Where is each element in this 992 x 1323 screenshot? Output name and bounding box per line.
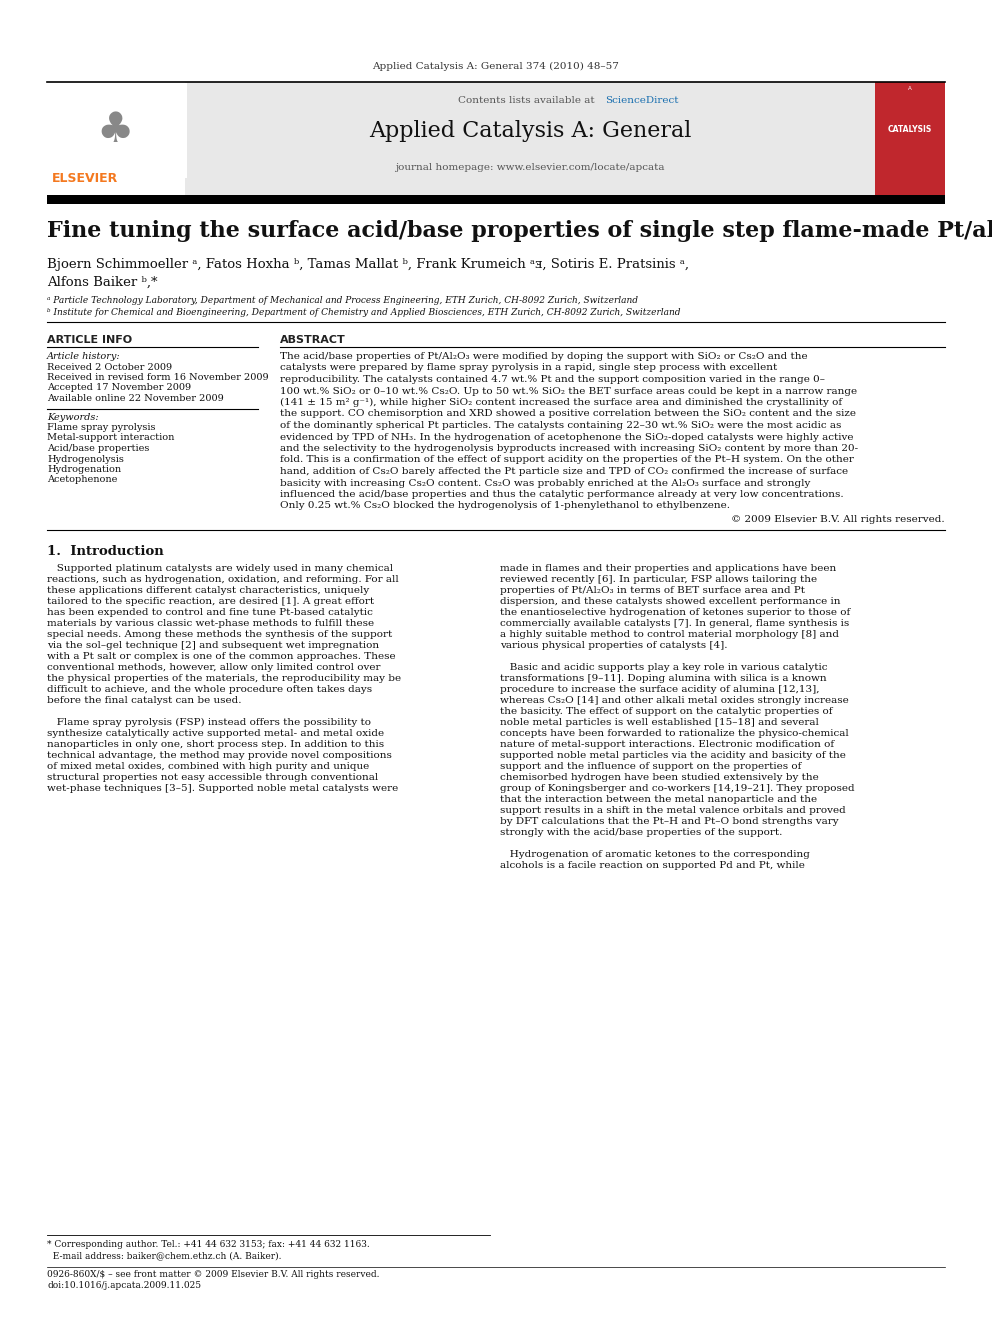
Text: various physical properties of catalysts [4].: various physical properties of catalysts… (500, 642, 727, 650)
Text: 0926-860X/$ – see front matter © 2009 Elsevier B.V. All rights reserved.: 0926-860X/$ – see front matter © 2009 El… (47, 1270, 380, 1279)
Text: dispersion, and these catalysts showed excellent performance in: dispersion, and these catalysts showed e… (500, 597, 840, 606)
Text: made in flames and their properties and applications have been: made in flames and their properties and … (500, 564, 836, 573)
Text: synthesize catalytically active supported metal- and metal oxide: synthesize catalytically active supporte… (47, 729, 384, 738)
Text: difficult to achieve, and the whole procedure often takes days: difficult to achieve, and the whole proc… (47, 685, 372, 695)
Text: basicity with increasing Cs₂O content. Cs₂O was probably enriched at the Al₂O₃ s: basicity with increasing Cs₂O content. C… (280, 479, 810, 487)
Text: tailored to the specific reaction, are desired [1]. A great effort: tailored to the specific reaction, are d… (47, 597, 374, 606)
Text: * Corresponding author. Tel.: +41 44 632 3153; fax: +41 44 632 1163.: * Corresponding author. Tel.: +41 44 632… (47, 1240, 370, 1249)
Text: Applied Catalysis A: General 374 (2010) 48–57: Applied Catalysis A: General 374 (2010) … (373, 62, 619, 71)
Text: commercially available catalysts [7]. In general, flame synthesis is: commercially available catalysts [7]. In… (500, 619, 849, 628)
Text: ᵃ Particle Technology Laboratory, Department of Mechanical and Process Engineeri: ᵃ Particle Technology Laboratory, Depart… (47, 296, 638, 306)
Text: before the final catalyst can be used.: before the final catalyst can be used. (47, 696, 241, 705)
Bar (47, 194, 945, 204)
Text: journal homepage: www.elsevier.com/locate/apcata: journal homepage: www.elsevier.com/locat… (395, 163, 665, 172)
Text: support results in a shift in the metal valence orbitals and proved: support results in a shift in the metal … (500, 806, 846, 815)
Text: Flame spray pyrolysis: Flame spray pyrolysis (47, 423, 156, 433)
Text: ELSEVIER: ELSEVIER (52, 172, 118, 185)
Text: nature of metal-support interactions. Electronic modification of: nature of metal-support interactions. El… (500, 740, 834, 749)
Text: the enantioselective hydrogenation of ketones superior to those of: the enantioselective hydrogenation of ke… (500, 609, 850, 617)
Text: conventional methods, however, allow only limited control over: conventional methods, however, allow onl… (47, 663, 381, 672)
Text: The acid/base properties of Pt/Al₂O₃ were modified by doping the support with Si: The acid/base properties of Pt/Al₂O₃ wer… (280, 352, 807, 361)
Text: CATALYSIS: CATALYSIS (888, 126, 932, 135)
Bar (875, 82, 945, 194)
Text: the physical properties of the materials, the reproducibility may be: the physical properties of the materials… (47, 673, 401, 683)
Text: transformations [9–11]. Doping alumina with silica is a known: transformations [9–11]. Doping alumina w… (500, 673, 826, 683)
Text: E-mail address: baiker@chem.ethz.ch (A. Baiker).: E-mail address: baiker@chem.ethz.ch (A. … (47, 1252, 282, 1259)
Text: Metal-support interaction: Metal-support interaction (47, 434, 175, 442)
Text: Keywords:: Keywords: (47, 413, 98, 422)
Text: Supported platinum catalysts are widely used in many chemical: Supported platinum catalysts are widely … (47, 564, 393, 573)
Text: reviewed recently [6]. In particular, FSP allows tailoring the: reviewed recently [6]. In particular, FS… (500, 576, 817, 583)
Text: group of Koningsberger and co-workers [14,19–21]. They proposed: group of Koningsberger and co-workers [1… (500, 785, 855, 792)
Text: Article history:: Article history: (47, 352, 121, 361)
Text: special needs. Among these methods the synthesis of the support: special needs. Among these methods the s… (47, 630, 392, 639)
Text: of mixed metal oxides, combined with high purity and unique: of mixed metal oxides, combined with hig… (47, 762, 369, 771)
Text: Flame spray pyrolysis (FSP) instead offers the possibility to: Flame spray pyrolysis (FSP) instead offe… (47, 718, 371, 728)
Text: Contents lists available at: Contents lists available at (458, 97, 601, 105)
Text: Acetophenone: Acetophenone (47, 475, 117, 484)
Text: nanoparticles in only one, short process step. In addition to this: nanoparticles in only one, short process… (47, 740, 384, 749)
Text: 1.  Introduction: 1. Introduction (47, 545, 164, 558)
Text: Hydrogenolysis: Hydrogenolysis (47, 455, 124, 463)
Text: of the dominantly spherical Pt particles. The catalysts containing 22–30 wt.% Si: of the dominantly spherical Pt particles… (280, 421, 841, 430)
Text: fold. This is a confirmation of the effect of support acidity on the properties : fold. This is a confirmation of the effe… (280, 455, 854, 464)
Text: influenced the acid/base properties and thus the catalytic performance already a: influenced the acid/base properties and … (280, 490, 843, 499)
Text: procedure to increase the surface acidity of alumina [12,13],: procedure to increase the surface acidit… (500, 685, 819, 695)
Text: ScienceDirect: ScienceDirect (605, 97, 679, 105)
Text: chemisorbed hydrogen have been studied extensively by the: chemisorbed hydrogen have been studied e… (500, 773, 818, 782)
Text: Bjoern Schimmoeller ᵃ, Fatos Hoxha ᵇ, Tamas Mallat ᵇ, Frank Krumeich ᵃⱻ, Sotiris: Bjoern Schimmoeller ᵃ, Fatos Hoxha ᵇ, Ta… (47, 258, 689, 271)
Text: ABSTRACT: ABSTRACT (280, 335, 346, 345)
Bar (47, 83, 187, 179)
Bar (185, 82, 875, 194)
Text: via the sol–gel technique [2] and subsequent wet impregnation: via the sol–gel technique [2] and subseq… (47, 642, 379, 650)
Text: ARTICLE INFO: ARTICLE INFO (47, 335, 132, 345)
Text: ♣: ♣ (96, 108, 134, 151)
Text: Hydrogenation of aromatic ketones to the corresponding: Hydrogenation of aromatic ketones to the… (500, 849, 809, 859)
Text: Received 2 October 2009: Received 2 October 2009 (47, 363, 173, 372)
Text: technical advantage, the method may provide novel compositions: technical advantage, the method may prov… (47, 751, 392, 759)
Text: wet-phase techniques [3–5]. Supported noble metal catalysts were: wet-phase techniques [3–5]. Supported no… (47, 785, 398, 792)
Text: Accepted 17 November 2009: Accepted 17 November 2009 (47, 384, 191, 393)
Text: 100 wt.% SiO₂ or 0–10 wt.% Cs₂O. Up to 50 wt.% SiO₂ the BET surface areas could : 100 wt.% SiO₂ or 0–10 wt.% Cs₂O. Up to 5… (280, 386, 857, 396)
Text: Hydrogenation: Hydrogenation (47, 464, 121, 474)
Text: with a Pt salt or complex is one of the common approaches. These: with a Pt salt or complex is one of the … (47, 652, 396, 662)
Text: Received in revised form 16 November 2009: Received in revised form 16 November 200… (47, 373, 269, 382)
Text: strongly with the acid/base properties of the support.: strongly with the acid/base properties o… (500, 828, 783, 837)
Text: support and the influence of support on the properties of: support and the influence of support on … (500, 762, 802, 771)
Text: materials by various classic wet-phase methods to fulfill these: materials by various classic wet-phase m… (47, 619, 374, 628)
Text: properties of Pt/Al₂O₃ in terms of BET surface area and Pt: properties of Pt/Al₂O₃ in terms of BET s… (500, 586, 805, 595)
Text: Only 0.25 wt.% Cs₂O blocked the hydrogenolysis of 1-phenylethanol to ethylbenzen: Only 0.25 wt.% Cs₂O blocked the hydrogen… (280, 501, 730, 511)
Text: Basic and acidic supports play a key role in various catalytic: Basic and acidic supports play a key rol… (500, 663, 827, 672)
Text: and the selectivity to the hydrogenolysis byproducts increased with increasing S: and the selectivity to the hydrogenolysi… (280, 445, 858, 452)
Text: structural properties not easy accessible through conventional: structural properties not easy accessibl… (47, 773, 378, 782)
Text: the support. CO chemisorption and XRD showed a positive correlation between the : the support. CO chemisorption and XRD sh… (280, 410, 856, 418)
Text: ᵇ Institute for Chemical and Bioengineering, Department of Chemistry and Applied: ᵇ Institute for Chemical and Bioengineer… (47, 308, 681, 318)
Text: reactions, such as hydrogenation, oxidation, and reforming. For all: reactions, such as hydrogenation, oxidat… (47, 576, 399, 583)
Text: A: A (908, 86, 912, 91)
Text: has been expended to control and fine tune Pt-based catalytic: has been expended to control and fine tu… (47, 609, 373, 617)
Text: doi:10.1016/j.apcata.2009.11.025: doi:10.1016/j.apcata.2009.11.025 (47, 1281, 201, 1290)
Text: that the interaction between the metal nanoparticle and the: that the interaction between the metal n… (500, 795, 817, 804)
Text: a highly suitable method to control material morphology [8] and: a highly suitable method to control mate… (500, 630, 839, 639)
Text: supported noble metal particles via the acidity and basicity of the: supported noble metal particles via the … (500, 751, 846, 759)
Text: catalysts were prepared by flame spray pyrolysis in a rapid, single step process: catalysts were prepared by flame spray p… (280, 364, 778, 373)
Text: Applied Catalysis A: General: Applied Catalysis A: General (369, 120, 691, 142)
Text: noble metal particles is well established [15–18] and several: noble metal particles is well establishe… (500, 718, 818, 728)
Text: (141 ± 15 m² g⁻¹), while higher SiO₂ content increased the surface area and dimi: (141 ± 15 m² g⁻¹), while higher SiO₂ con… (280, 398, 842, 407)
Text: evidenced by TPD of NH₃. In the hydrogenation of acetophenone the SiO₂-doped cat: evidenced by TPD of NH₃. In the hydrogen… (280, 433, 853, 442)
Text: alcohols is a facile reaction on supported Pd and Pt, while: alcohols is a facile reaction on support… (500, 861, 805, 871)
Text: by DFT calculations that the Pt–H and Pt–O bond strengths vary: by DFT calculations that the Pt–H and Pt… (500, 818, 838, 826)
Text: the basicity. The effect of support on the catalytic properties of: the basicity. The effect of support on t… (500, 706, 832, 716)
Text: Fine tuning the surface acid/base properties of single step flame-made Pt/alumin: Fine tuning the surface acid/base proper… (47, 220, 992, 242)
Text: concepts have been forwarded to rationalize the physico-chemical: concepts have been forwarded to rational… (500, 729, 849, 738)
Text: reproducibility. The catalysts contained 4.7 wt.% Pt and the support composition: reproducibility. The catalysts contained… (280, 374, 825, 384)
Text: Alfons Baiker ᵇ,*: Alfons Baiker ᵇ,* (47, 277, 158, 288)
Text: these applications different catalyst characteristics, uniquely: these applications different catalyst ch… (47, 586, 369, 595)
Text: Available online 22 November 2009: Available online 22 November 2009 (47, 394, 224, 404)
Text: Acid/base properties: Acid/base properties (47, 445, 150, 452)
Text: hand, addition of Cs₂O barely affected the Pt particle size and TPD of CO₂ confi: hand, addition of Cs₂O barely affected t… (280, 467, 848, 476)
Text: © 2009 Elsevier B.V. All rights reserved.: © 2009 Elsevier B.V. All rights reserved… (731, 515, 945, 524)
Text: whereas Cs₂O [14] and other alkali metal oxides strongly increase: whereas Cs₂O [14] and other alkali metal… (500, 696, 849, 705)
